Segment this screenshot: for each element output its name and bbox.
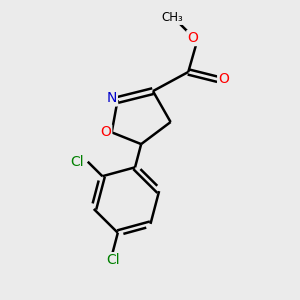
Text: O: O: [100, 125, 111, 139]
Text: N: N: [106, 92, 117, 106]
Text: Cl: Cl: [106, 253, 119, 267]
Text: Cl: Cl: [70, 155, 84, 169]
Text: O: O: [218, 72, 229, 86]
Text: O: O: [187, 31, 198, 45]
Text: CH₃: CH₃: [161, 11, 183, 24]
